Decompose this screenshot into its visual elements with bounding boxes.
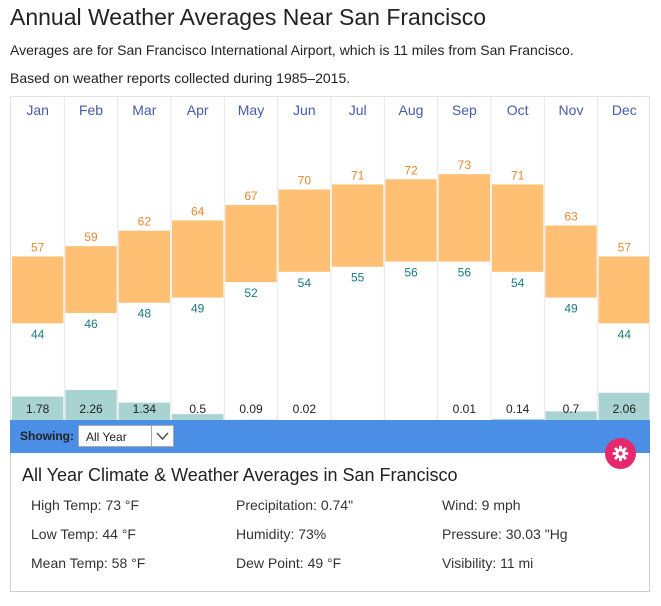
temp-range-bar — [598, 256, 649, 324]
precipitation-label: 0.14 — [506, 402, 530, 416]
precipitation-label: 0.02 — [293, 402, 317, 416]
month-label: Nov — [559, 102, 584, 118]
temp-range-bar — [492, 184, 544, 272]
chevron-down-icon[interactable] — [151, 426, 173, 446]
low-temp-label: 44 — [31, 327, 45, 341]
stat-pressure: Pressure: 30.03 "Hg — [442, 526, 568, 542]
month-label: Dec — [612, 102, 637, 118]
temp-range-bar — [278, 189, 330, 272]
precipitation-bar — [12, 396, 64, 420]
stat-low-temp: Low Temp: 44 °F — [31, 526, 136, 542]
temp-range-bar — [438, 174, 490, 262]
high-temp-label: 64 — [191, 204, 205, 218]
temp-range-bar — [12, 256, 64, 324]
stat-visibility: Visibility: 11 mi — [442, 555, 534, 571]
period-select[interactable]: All Year — [78, 425, 174, 447]
stat-humidity: Humidity: 73% — [236, 526, 327, 542]
high-temp-label: 72 — [404, 163, 418, 177]
high-temp-label: 62 — [138, 215, 152, 229]
month-label: Jan — [26, 102, 49, 118]
period-select-value: All Year — [86, 430, 127, 444]
precipitation-label: 0.5 — [189, 402, 206, 416]
month-label: Sep — [452, 102, 477, 118]
high-temp-label: 63 — [564, 210, 578, 224]
stat-precipitation: Precipitation: 0.74" — [236, 497, 354, 513]
precipitation-label: 1.34 — [133, 402, 157, 416]
high-temp-label: 59 — [84, 230, 98, 244]
low-temp-label: 54 — [298, 276, 312, 290]
high-temp-label: 57 — [618, 240, 632, 254]
low-temp-label: 52 — [244, 286, 258, 300]
low-temp-label: 55 — [351, 271, 365, 285]
high-temp-label: 71 — [511, 168, 525, 182]
month-label: Jun — [293, 102, 316, 118]
month-label: Aug — [399, 102, 424, 118]
showing-label: Showing: — [20, 429, 74, 443]
showing-toolbar: Showing: All Year — [10, 420, 650, 453]
month-label: Apr — [187, 102, 209, 118]
gear-icon — [612, 445, 629, 462]
high-temp-label: 73 — [458, 158, 472, 172]
subtitle-airport: Averages are for San Francisco Internati… — [10, 42, 574, 58]
precipitation-bar — [598, 392, 649, 420]
precipitation-label: 2.06 — [613, 402, 637, 416]
precipitation-bar — [172, 414, 224, 420]
low-temp-label: 49 — [564, 302, 578, 316]
chart-canvas: 57 44 1.78 Jan 59 46 2.26 Feb 62 48 1.34 Mar 64 49 0.5… — [12, 97, 649, 420]
temp-range-bar — [172, 220, 224, 298]
precipitation-bar — [118, 402, 170, 420]
month-label: May — [238, 102, 264, 118]
precipitation-label: 1.78 — [26, 402, 50, 416]
month-label: Feb — [79, 102, 103, 118]
monthly-weather-chart: 57 44 1.78 Jan 59 46 2.26 Feb 62 48 1.34 Mar 64 49 0.5… — [10, 96, 650, 420]
temp-range-bar — [118, 230, 170, 303]
precipitation-bar — [65, 390, 117, 420]
subtitle-period: Based on weather reports collected durin… — [10, 70, 351, 86]
low-temp-label: 46 — [84, 317, 98, 331]
temp-range-bar — [545, 225, 597, 298]
high-temp-label: 57 — [31, 240, 45, 254]
high-temp-label: 70 — [298, 174, 312, 188]
temp-range-bar — [225, 205, 277, 283]
low-temp-label: 48 — [138, 307, 152, 321]
low-temp-label: 56 — [404, 266, 418, 280]
summary-panel: All Year Climate & Weather Averages in S… — [10, 453, 650, 592]
month-label: Jul — [349, 102, 367, 118]
high-temp-label: 71 — [351, 168, 365, 182]
precipitation-label: 2.26 — [79, 402, 103, 416]
settings-button[interactable] — [605, 438, 636, 469]
precipitation-bar — [492, 419, 544, 420]
high-temp-label: 67 — [244, 189, 258, 203]
precipitation-bar — [545, 411, 597, 420]
stat-high-temp: High Temp: 73 °F — [31, 497, 140, 513]
page-title: Annual Weather Averages Near San Francis… — [10, 4, 487, 30]
stat-wind: Wind: 9 mph — [442, 497, 521, 513]
low-temp-label: 56 — [458, 266, 472, 280]
temp-range-bar — [332, 184, 384, 267]
stat-dew-point: Dew Point: 49 °F — [236, 555, 342, 571]
low-temp-label: 44 — [618, 327, 632, 341]
month-label: Oct — [507, 102, 529, 118]
temp-range-bar — [65, 246, 117, 313]
temp-range-bar — [385, 179, 437, 262]
month-label: Mar — [132, 102, 156, 118]
summary-title: All Year Climate & Weather Averages in S… — [22, 465, 458, 485]
low-temp-label: 49 — [191, 302, 205, 316]
low-temp-label: 54 — [511, 276, 525, 290]
precipitation-label: 0.09 — [239, 402, 263, 416]
precipitation-label: 0.7 — [563, 402, 580, 416]
stat-mean-temp: Mean Temp: 58 °F — [31, 555, 146, 571]
precipitation-label: 0.01 — [453, 402, 477, 416]
